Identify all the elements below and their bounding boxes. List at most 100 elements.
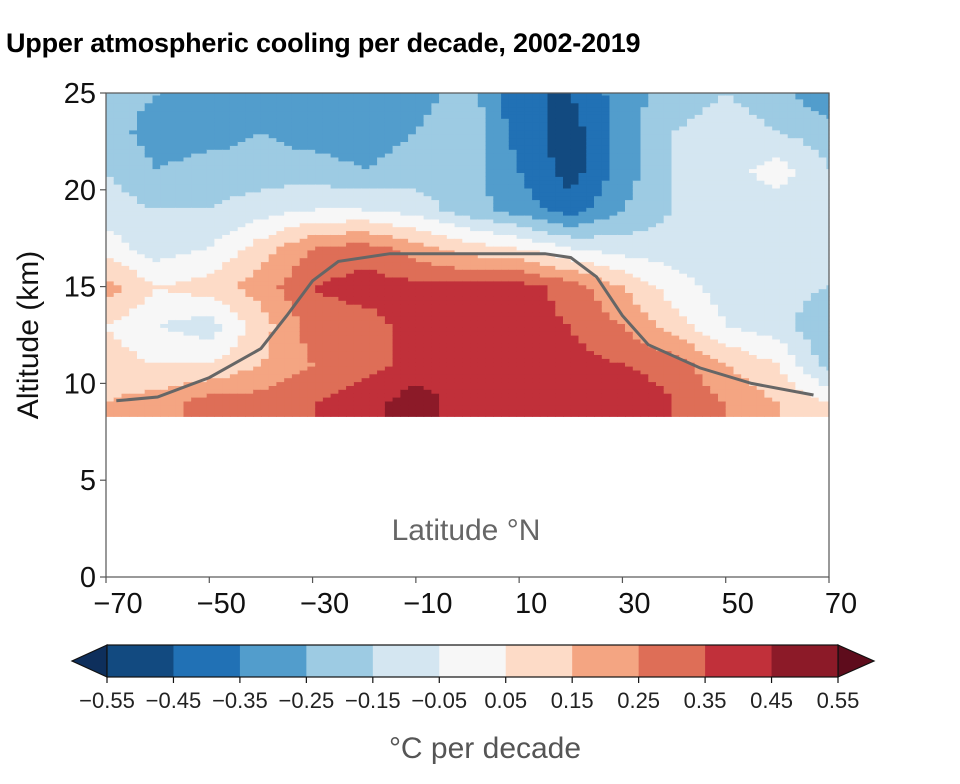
heatmap-cell: [168, 98, 177, 104]
heatmap-cell: [307, 218, 316, 224]
heatmap-cell: [284, 307, 293, 313]
heatmap-cell: [106, 245, 115, 251]
heatmap-cell: [377, 238, 386, 243]
heatmap-cell: [539, 122, 549, 127]
heatmap-cell: [532, 393, 541, 398]
heatmap-cell: [121, 218, 130, 224]
heatmap-cell: [214, 145, 223, 150]
heatmap-cell: [191, 346, 200, 352]
heatmap-cell: [555, 238, 564, 243]
heatmap-cell: [121, 288, 130, 293]
heatmap-cell: [446, 238, 456, 243]
heatmap-cell: [346, 315, 355, 321]
heatmap-cell: [129, 102, 138, 108]
heatmap-cell: [508, 346, 518, 352]
heatmap-cell: [168, 408, 177, 414]
heatmap-cell: [470, 110, 479, 115]
heatmap-cell: [322, 261, 332, 266]
heatmap-cell: [160, 307, 169, 313]
heatmap-cell: [470, 218, 479, 224]
heatmap-cell: [431, 110, 440, 115]
heatmap-cell: [291, 284, 301, 290]
heatmap-cell: [353, 110, 363, 115]
heatmap-cell: [361, 292, 370, 297]
heatmap-cell: [129, 265, 138, 270]
heatmap-cell: [330, 412, 339, 417]
heatmap-cell: [555, 242, 564, 247]
heatmap-cell: [284, 242, 293, 247]
heatmap-cell: [315, 203, 324, 208]
heatmap-cell: [113, 385, 122, 390]
heatmap-cell: [454, 338, 463, 344]
heatmap-cell: [253, 366, 262, 371]
heatmap-cell: [175, 381, 184, 386]
heatmap-cell: [446, 226, 456, 232]
heatmap-cell: [369, 125, 378, 131]
heatmap-cell: [237, 164, 246, 170]
heatmap-cell: [470, 319, 479, 324]
heatmap-cell: [330, 393, 339, 398]
heatmap-cell: [222, 300, 231, 305]
heatmap-cell: [291, 203, 301, 208]
heatmap-cell: [470, 315, 479, 321]
heatmap-cell: [501, 377, 510, 383]
heatmap-cell: [524, 172, 533, 177]
heatmap-cell: [175, 404, 184, 410]
heatmap-cell: [384, 311, 394, 317]
heatmap-cell: [361, 350, 370, 355]
heatmap-cell: [168, 172, 177, 177]
heatmap-cell: [160, 366, 169, 371]
heatmap-cell: [160, 292, 169, 297]
heatmap-cell: [253, 156, 262, 162]
heatmap-cell: [400, 106, 409, 112]
heatmap-cell: [400, 187, 409, 193]
heatmap-cell: [338, 160, 347, 166]
heatmap-cell: [415, 122, 425, 127]
heatmap-cell: [113, 156, 122, 162]
heatmap-cell: [439, 145, 448, 150]
heatmap-cell: [493, 215, 502, 220]
heatmap-cell: [214, 187, 223, 193]
heatmap-cell: [284, 222, 293, 228]
heatmap-cell: [470, 168, 479, 173]
heatmap-cell: [183, 346, 192, 352]
heatmap-cell: [423, 195, 432, 201]
heatmap-cell: [152, 199, 161, 204]
heatmap-cell: [121, 215, 130, 220]
heatmap-cell: [284, 257, 293, 263]
heatmap-cell: [191, 207, 200, 212]
heatmap-cell: [322, 137, 332, 142]
heatmap-cell: [415, 93, 425, 96]
heatmap-cell: [392, 319, 401, 324]
heatmap-cell: [129, 149, 138, 154]
heatmap-cell: [245, 93, 254, 96]
heatmap-cell: [307, 106, 316, 112]
heatmap-cell: [137, 106, 146, 112]
heatmap-cell: [563, 327, 572, 332]
heatmap-cell: [493, 300, 502, 305]
heatmap-cell: [361, 377, 370, 383]
heatmap-cell: [199, 129, 208, 135]
heatmap-cell: [144, 176, 153, 181]
heatmap-cell: [152, 393, 161, 398]
heatmap-cell: [384, 226, 394, 232]
heatmap-cell: [369, 280, 378, 286]
heatmap-cell: [299, 296, 308, 301]
heatmap-cell: [462, 327, 471, 332]
heatmap-cell: [315, 122, 324, 127]
heatmap-cell: [175, 226, 184, 232]
heatmap-cell: [121, 300, 130, 305]
heatmap-cell: [214, 180, 223, 185]
heatmap-cell: [268, 160, 277, 166]
heatmap-cell: [555, 397, 564, 402]
heatmap-cell: [439, 226, 448, 232]
heatmap-cell: [121, 389, 130, 394]
heatmap-cell: [237, 153, 246, 158]
heatmap-cell: [106, 242, 115, 247]
heatmap-cell: [299, 145, 308, 150]
heatmap-cell: [214, 230, 223, 235]
heatmap-cell: [299, 245, 308, 251]
heatmap-cell: [555, 180, 564, 185]
heatmap-cell: [222, 358, 231, 363]
heatmap-cell: [199, 265, 208, 270]
